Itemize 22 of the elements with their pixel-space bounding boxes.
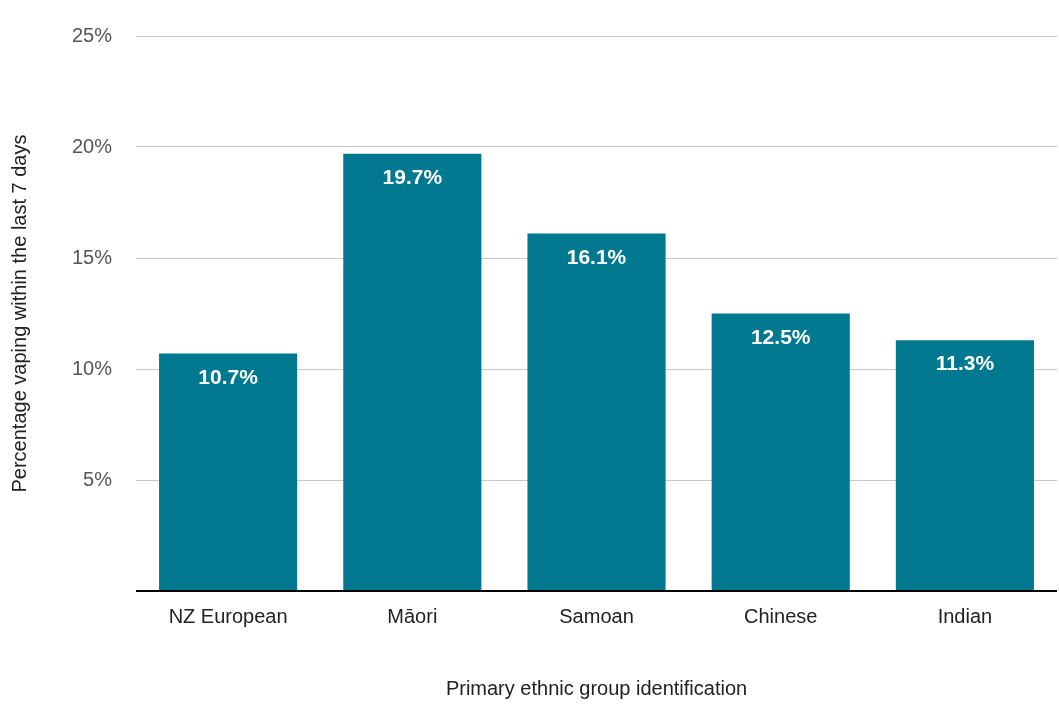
x-tick-label: Indian (937, 604, 993, 627)
bar (343, 153, 482, 590)
x-tick-label: Chinese (744, 604, 818, 627)
bar (895, 340, 1034, 590)
data-label: 11.3% (935, 351, 995, 375)
bar (527, 233, 666, 590)
y-tick-label: 10% (72, 356, 113, 379)
bar (711, 313, 850, 590)
data-label: 10.7% (198, 364, 259, 388)
data-label: 16.1% (566, 244, 627, 268)
y-tick-label: 5% (83, 467, 113, 490)
y-tick-label: 20% (72, 134, 113, 157)
y-tick-label: 15% (72, 245, 113, 268)
x-tick-label: Māori (387, 604, 438, 627)
x-axis-title: Primary ethnic group identification (445, 676, 748, 699)
y-axis-title: Percentage vaping within the last 7 days (7, 134, 30, 493)
data-label: 12.5% (750, 324, 811, 348)
bar (159, 353, 298, 590)
x-tick-label: NZ European (168, 604, 288, 627)
data-label: 19.7% (382, 164, 443, 188)
x-tick-label: Samoan (559, 604, 634, 627)
y-tick-label: 25% (72, 23, 113, 46)
